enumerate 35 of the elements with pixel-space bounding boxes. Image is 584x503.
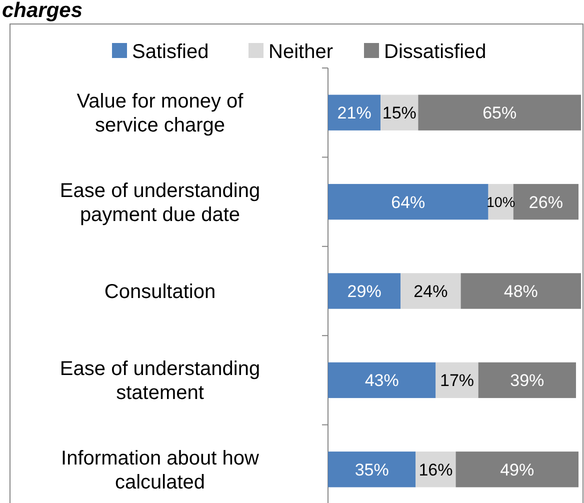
bar	[418, 94, 581, 130]
legend-label: Satisfied	[132, 41, 209, 63]
data-label: 65%	[482, 104, 517, 123]
y-tick-label: Consultation	[104, 281, 216, 303]
data-label: 21%	[337, 104, 372, 123]
data-label: 48%	[504, 282, 538, 301]
legend-label: Neither	[268, 41, 334, 63]
bar	[328, 273, 401, 309]
legend-label: Dissatisfied	[384, 41, 486, 63]
bar	[328, 184, 488, 220]
data-label: 43%	[364, 371, 399, 390]
text: charges	[2, 0, 83, 22]
y-tick-label: Information about how calculated	[61, 447, 260, 494]
bar	[328, 362, 436, 398]
data-label: 26%	[528, 192, 563, 212]
y-tick-label: Ease of understanding statement	[60, 358, 260, 404]
data-label: 16%	[418, 460, 453, 480]
bar	[400, 273, 461, 309]
data-label: 49%	[500, 460, 534, 480]
y-tick-label: Ease of understanding payment due date	[60, 180, 260, 226]
data-label: 17%	[440, 371, 474, 390]
bar	[456, 452, 578, 488]
data-label: 39%	[510, 371, 544, 390]
data-label: 15%	[382, 104, 416, 123]
bar	[436, 362, 478, 398]
bar	[460, 273, 581, 309]
bar	[328, 452, 416, 488]
data-label: 29%	[347, 282, 382, 301]
y-tick-label: Value for money of service charge	[76, 90, 244, 137]
bar	[478, 362, 576, 398]
data-label: 64%	[391, 192, 426, 212]
data-label: 24%	[414, 282, 448, 301]
bar	[513, 184, 578, 220]
bar	[328, 94, 381, 130]
data-label: 35%	[354, 460, 389, 480]
